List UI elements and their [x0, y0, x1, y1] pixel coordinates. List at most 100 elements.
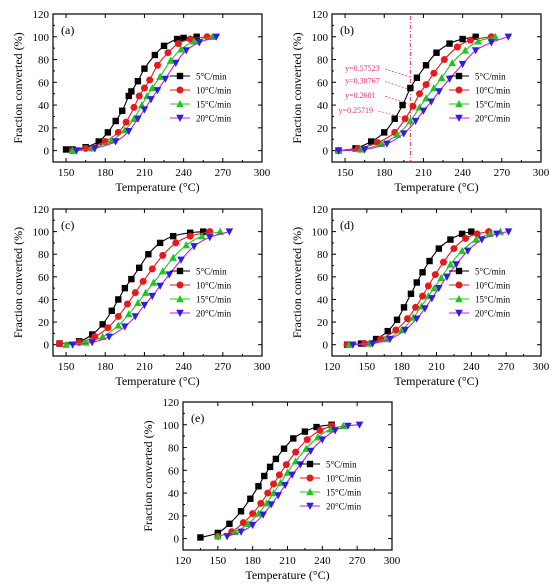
legend-marker: [455, 267, 463, 275]
series-3: [68, 228, 234, 349]
y-tick-label: 40: [317, 294, 329, 306]
data-point: [302, 444, 310, 452]
data-point: [409, 102, 417, 110]
legend-label: 10°C/min: [475, 281, 511, 291]
annotation-label: y=0.57523: [345, 64, 380, 73]
series-3: [334, 33, 513, 155]
data-point: [122, 118, 130, 126]
data-point: [151, 51, 159, 59]
data-point: [114, 128, 122, 136]
annotation-arrow: [384, 81, 410, 90]
panel-label: (c): [61, 218, 74, 232]
panel-4: 120 150 180 210 240 270 300 0 20 40 60 80 100 120 Temp…: [141, 397, 401, 582]
x-tick-label: 210: [136, 167, 153, 179]
data-point: [125, 92, 132, 100]
legend-label: 20°C/min: [475, 114, 511, 124]
x-axis-title: Temperature (°C): [394, 374, 478, 388]
data-point: [205, 234, 214, 242]
data-point: [134, 298, 142, 307]
series-1: [69, 33, 211, 155]
data-point: [140, 84, 148, 92]
data-point: [473, 230, 481, 238]
data-point: [391, 115, 398, 122]
panel-label: (e): [191, 411, 204, 425]
data-point: [131, 313, 140, 321]
data-point: [254, 509, 263, 517]
legend-marker: [306, 488, 314, 496]
data-point: [466, 36, 474, 44]
data-point: [381, 129, 388, 136]
data-point: [344, 422, 352, 430]
data-point: [464, 247, 472, 255]
data-point: [393, 130, 402, 138]
data-point: [401, 115, 409, 123]
y-tick-label: 20: [38, 317, 50, 329]
annotation-label: y=0.25719: [339, 106, 374, 115]
data-point: [147, 96, 155, 104]
data-point: [62, 340, 70, 348]
y-tick-label: 60: [317, 77, 329, 89]
legend-marker: [176, 100, 184, 108]
y-tick-label: 120: [312, 204, 329, 216]
data-point: [281, 481, 289, 490]
data-point: [372, 335, 380, 343]
data-point: [368, 340, 377, 348]
y-tick-label: 100: [312, 227, 329, 239]
data-point: [275, 471, 283, 479]
data-point: [128, 88, 135, 95]
data-point: [193, 33, 200, 40]
y-tick-label: 100: [163, 420, 180, 432]
data-point: [427, 98, 436, 106]
x-tick-label: 180: [376, 167, 393, 179]
legend-marker: [176, 86, 184, 94]
data-point: [365, 339, 373, 347]
data-point: [450, 245, 458, 253]
data-point: [360, 146, 369, 154]
y-axis-title: Fraction converted (%): [11, 227, 25, 338]
x-tick-label: 270: [215, 361, 232, 373]
data-point: [130, 103, 138, 111]
x-tick-label: 180: [97, 361, 114, 373]
data-point: [272, 455, 280, 463]
annotation-label: y=0.2601: [345, 91, 376, 100]
data-point: [223, 533, 231, 541]
series-line: [72, 36, 213, 152]
y-tick-label: 40: [38, 100, 50, 112]
data-point: [407, 290, 415, 298]
data-point: [91, 145, 99, 153]
data-point: [472, 235, 480, 243]
data-point: [68, 146, 77, 154]
y-tick-label: 60: [317, 272, 329, 284]
data-point: [430, 84, 438, 92]
x-tick-label: 300: [533, 361, 550, 373]
legend-marker: [455, 100, 463, 108]
data-point: [422, 81, 430, 89]
data-point: [123, 300, 131, 308]
data-point: [114, 312, 122, 320]
panel-0: 150 180 210 240 270 300 0 20 40 60 80 100 120 Tempera…: [11, 9, 271, 194]
data-point: [91, 333, 99, 341]
data-point: [433, 49, 440, 56]
data-point: [331, 427, 339, 435]
data-point: [141, 65, 148, 72]
data-point: [491, 32, 500, 40]
data-point: [135, 92, 143, 100]
data-point: [386, 335, 394, 344]
data-point: [169, 253, 177, 261]
data-point: [435, 245, 443, 252]
data-point: [159, 251, 167, 259]
data-point: [225, 228, 234, 236]
data-point: [270, 480, 278, 488]
y-tick-label: 100: [33, 32, 50, 44]
data-point: [259, 511, 267, 519]
data-point: [440, 56, 448, 64]
data-point: [413, 74, 421, 81]
data-point: [504, 33, 513, 41]
data-point: [153, 87, 162, 95]
data-point: [453, 43, 461, 51]
legend-label: 20°C/min: [196, 309, 232, 319]
data-point: [313, 433, 322, 441]
y-tick-label: 0: [44, 340, 50, 352]
x-tick-label: 240: [463, 361, 480, 373]
data-point: [400, 130, 408, 138]
